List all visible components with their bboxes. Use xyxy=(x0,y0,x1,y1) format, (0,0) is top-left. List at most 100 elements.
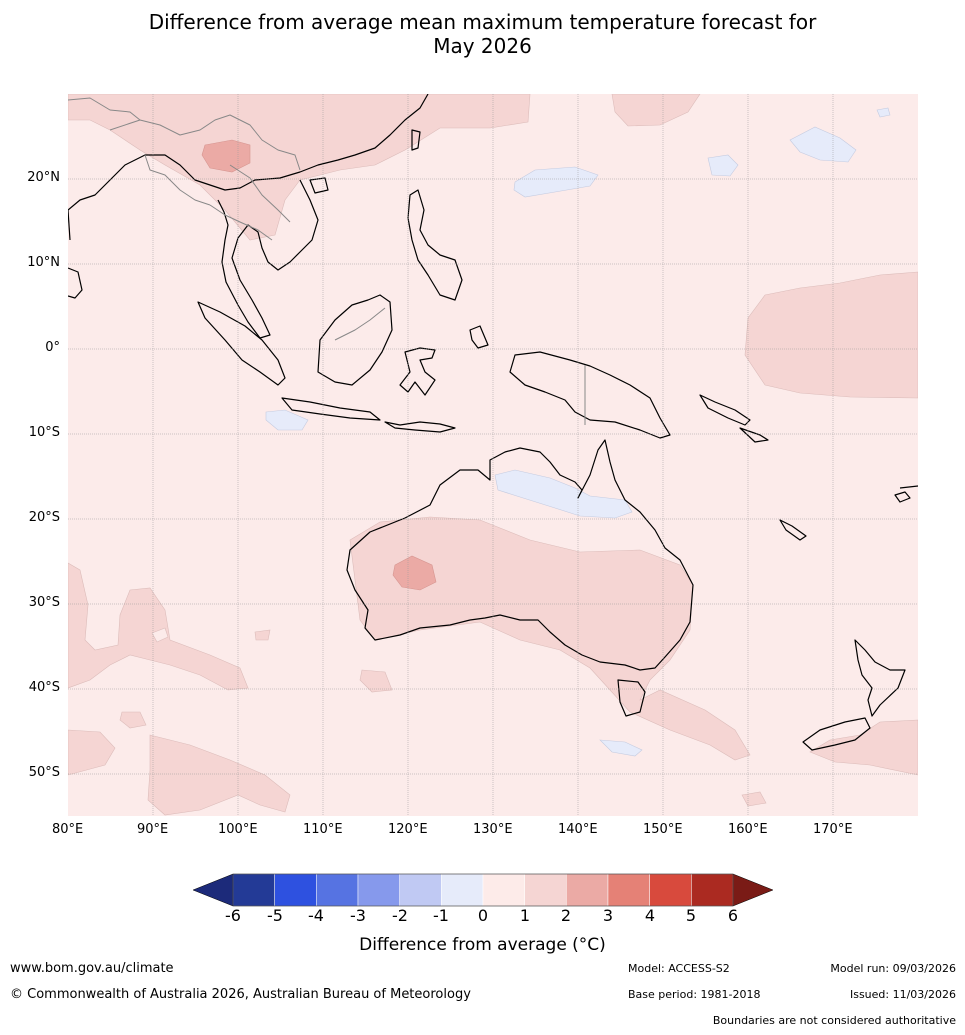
coast-taiwan xyxy=(411,129,421,151)
coastlines xyxy=(68,94,918,751)
boundary-disclaimer: Boundaries are not considered authoritat… xyxy=(712,1014,956,1027)
coast-sulawesi xyxy=(399,347,436,396)
colorbar-tick-label: -2 xyxy=(392,906,408,925)
colorbar-tick-label: -4 xyxy=(308,906,324,925)
country-borders xyxy=(68,97,586,425)
anomaly-region-australia xyxy=(349,516,751,761)
lat-label: 20°N xyxy=(27,170,60,185)
colorbar-tick-label: -5 xyxy=(267,906,283,925)
colorbar-segment xyxy=(316,873,359,907)
anomaly-region-tasman xyxy=(809,719,918,776)
copyright-text: © Commonwealth of Australia 2026, Austra… xyxy=(10,987,471,1002)
coast-nusa-tenggara xyxy=(384,421,456,433)
colorbar-extend-high xyxy=(732,873,774,907)
colorbar-tick-label: 0 xyxy=(477,906,489,925)
lon-label: 100°E xyxy=(218,822,258,837)
anomaly-cool-pacific-north xyxy=(707,107,891,177)
coast-sumatra xyxy=(197,301,286,386)
border-myanmar xyxy=(144,154,211,206)
coast-tasmania xyxy=(617,679,646,717)
coast-philippines xyxy=(407,189,463,301)
lon-label: 110°E xyxy=(303,822,343,837)
colorbar-extend-low xyxy=(192,873,234,907)
anomaly-region-southern-ocean xyxy=(68,629,767,816)
coast-mainland-se-asia xyxy=(68,94,429,211)
colorbar-tick-label: 1 xyxy=(519,906,531,925)
anomaly-cool-philippine-sea xyxy=(513,166,599,198)
colorbar-tick-label: -6 xyxy=(225,906,241,925)
graticule xyxy=(68,94,918,816)
lat-label: 30°S xyxy=(28,595,60,610)
colorbar-tick-label: 3 xyxy=(602,906,614,925)
colorbar-segment xyxy=(274,873,317,907)
colorbar-tick-label: 4 xyxy=(644,906,656,925)
colorbar-segment xyxy=(482,873,525,907)
lat-label: 0° xyxy=(45,340,60,355)
border-himalaya xyxy=(68,97,141,121)
colorbar-tick-label: -1 xyxy=(433,906,449,925)
coast-new-caledonia xyxy=(779,519,807,541)
lon-label: 160°E xyxy=(728,822,768,837)
colorbar-segment xyxy=(441,873,484,907)
colorbar-tick-label: 5 xyxy=(685,906,697,925)
anomaly-hotspot-wa xyxy=(392,555,437,591)
map-title-line-1: Difference from average mean maximum tem… xyxy=(148,10,817,34)
coast-sri-lanka xyxy=(68,267,83,299)
colorbar-label: Difference from average (°C) xyxy=(359,935,606,955)
anomaly-cool-java xyxy=(265,409,309,431)
lat-label: 10°N xyxy=(27,255,60,270)
anomaly-cool-south xyxy=(599,739,643,757)
anomaly-cool-gulf xyxy=(494,469,633,519)
border-china-south xyxy=(109,114,301,171)
lon-label: 130°E xyxy=(473,822,513,837)
colorbar-segment xyxy=(232,873,275,907)
coast-hainan xyxy=(309,177,329,194)
lon-label: 120°E xyxy=(388,822,428,837)
anomaly-blank-spot xyxy=(151,627,169,643)
lon-label: 90°E xyxy=(137,822,169,837)
lat-label: 20°S xyxy=(28,510,60,525)
border-thailand xyxy=(209,204,273,241)
anomaly-region-pacific xyxy=(744,271,918,399)
colorbar-tick-label: 2 xyxy=(560,906,572,925)
model-name: Model: ACCESS-S2 xyxy=(628,962,730,975)
model-run-date: Model run: 09/03/2026 xyxy=(830,962,956,975)
coast-solomons xyxy=(699,394,769,443)
colorbar-tick-label: 6 xyxy=(727,906,739,925)
coast-new-zealand-south xyxy=(802,717,871,751)
issued-date: Issued: 11/03/2026 xyxy=(849,988,956,1001)
coast-halmahera xyxy=(469,325,489,349)
coast-new-guinea xyxy=(509,351,671,439)
colorbar-segment xyxy=(566,873,609,907)
coast-indochina xyxy=(217,179,319,339)
colorbar-tick-label: -3 xyxy=(350,906,366,925)
lon-label: 150°E xyxy=(643,822,683,837)
lat-label: 10°S xyxy=(28,425,60,440)
lon-label: 140°E xyxy=(558,822,598,837)
colorbar xyxy=(192,873,774,907)
lat-label: 50°S xyxy=(28,765,60,780)
coast-fiji xyxy=(894,485,918,503)
lon-label: 170°E xyxy=(813,822,853,837)
colorbar-segment xyxy=(649,873,692,907)
anomaly-region-japan xyxy=(611,94,701,127)
lon-label: 80°E xyxy=(52,822,84,837)
map-title-line-2: May 2026 xyxy=(433,34,532,58)
colorbar-segment xyxy=(607,873,650,907)
coast-new-zealand-north xyxy=(854,639,906,717)
colorbar-segment xyxy=(399,873,442,907)
coast-java xyxy=(281,397,381,421)
anomaly-region-south-indian xyxy=(68,562,249,691)
colorbar-segment xyxy=(357,873,400,907)
border-borneo xyxy=(334,307,386,341)
coast-australia xyxy=(346,439,694,671)
colorbar-segment xyxy=(691,873,734,907)
website-link[interactable]: www.bom.gov.au/climate xyxy=(10,961,174,976)
border-laos xyxy=(229,164,291,223)
base-period: Base period: 1981-2018 xyxy=(628,988,761,1001)
coast-borneo xyxy=(317,294,393,386)
lat-label: 40°S xyxy=(28,680,60,695)
coast-india-east xyxy=(68,209,71,241)
colorbar-segment xyxy=(524,873,567,907)
